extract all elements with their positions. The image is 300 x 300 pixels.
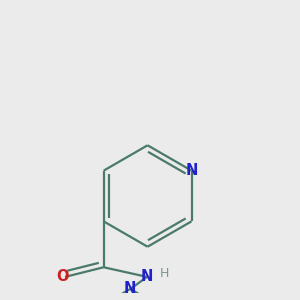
Text: N: N (185, 163, 198, 178)
Text: N: N (141, 269, 153, 284)
Text: O: O (56, 269, 69, 284)
Text: N: N (124, 281, 136, 296)
Text: H: H (159, 267, 169, 280)
